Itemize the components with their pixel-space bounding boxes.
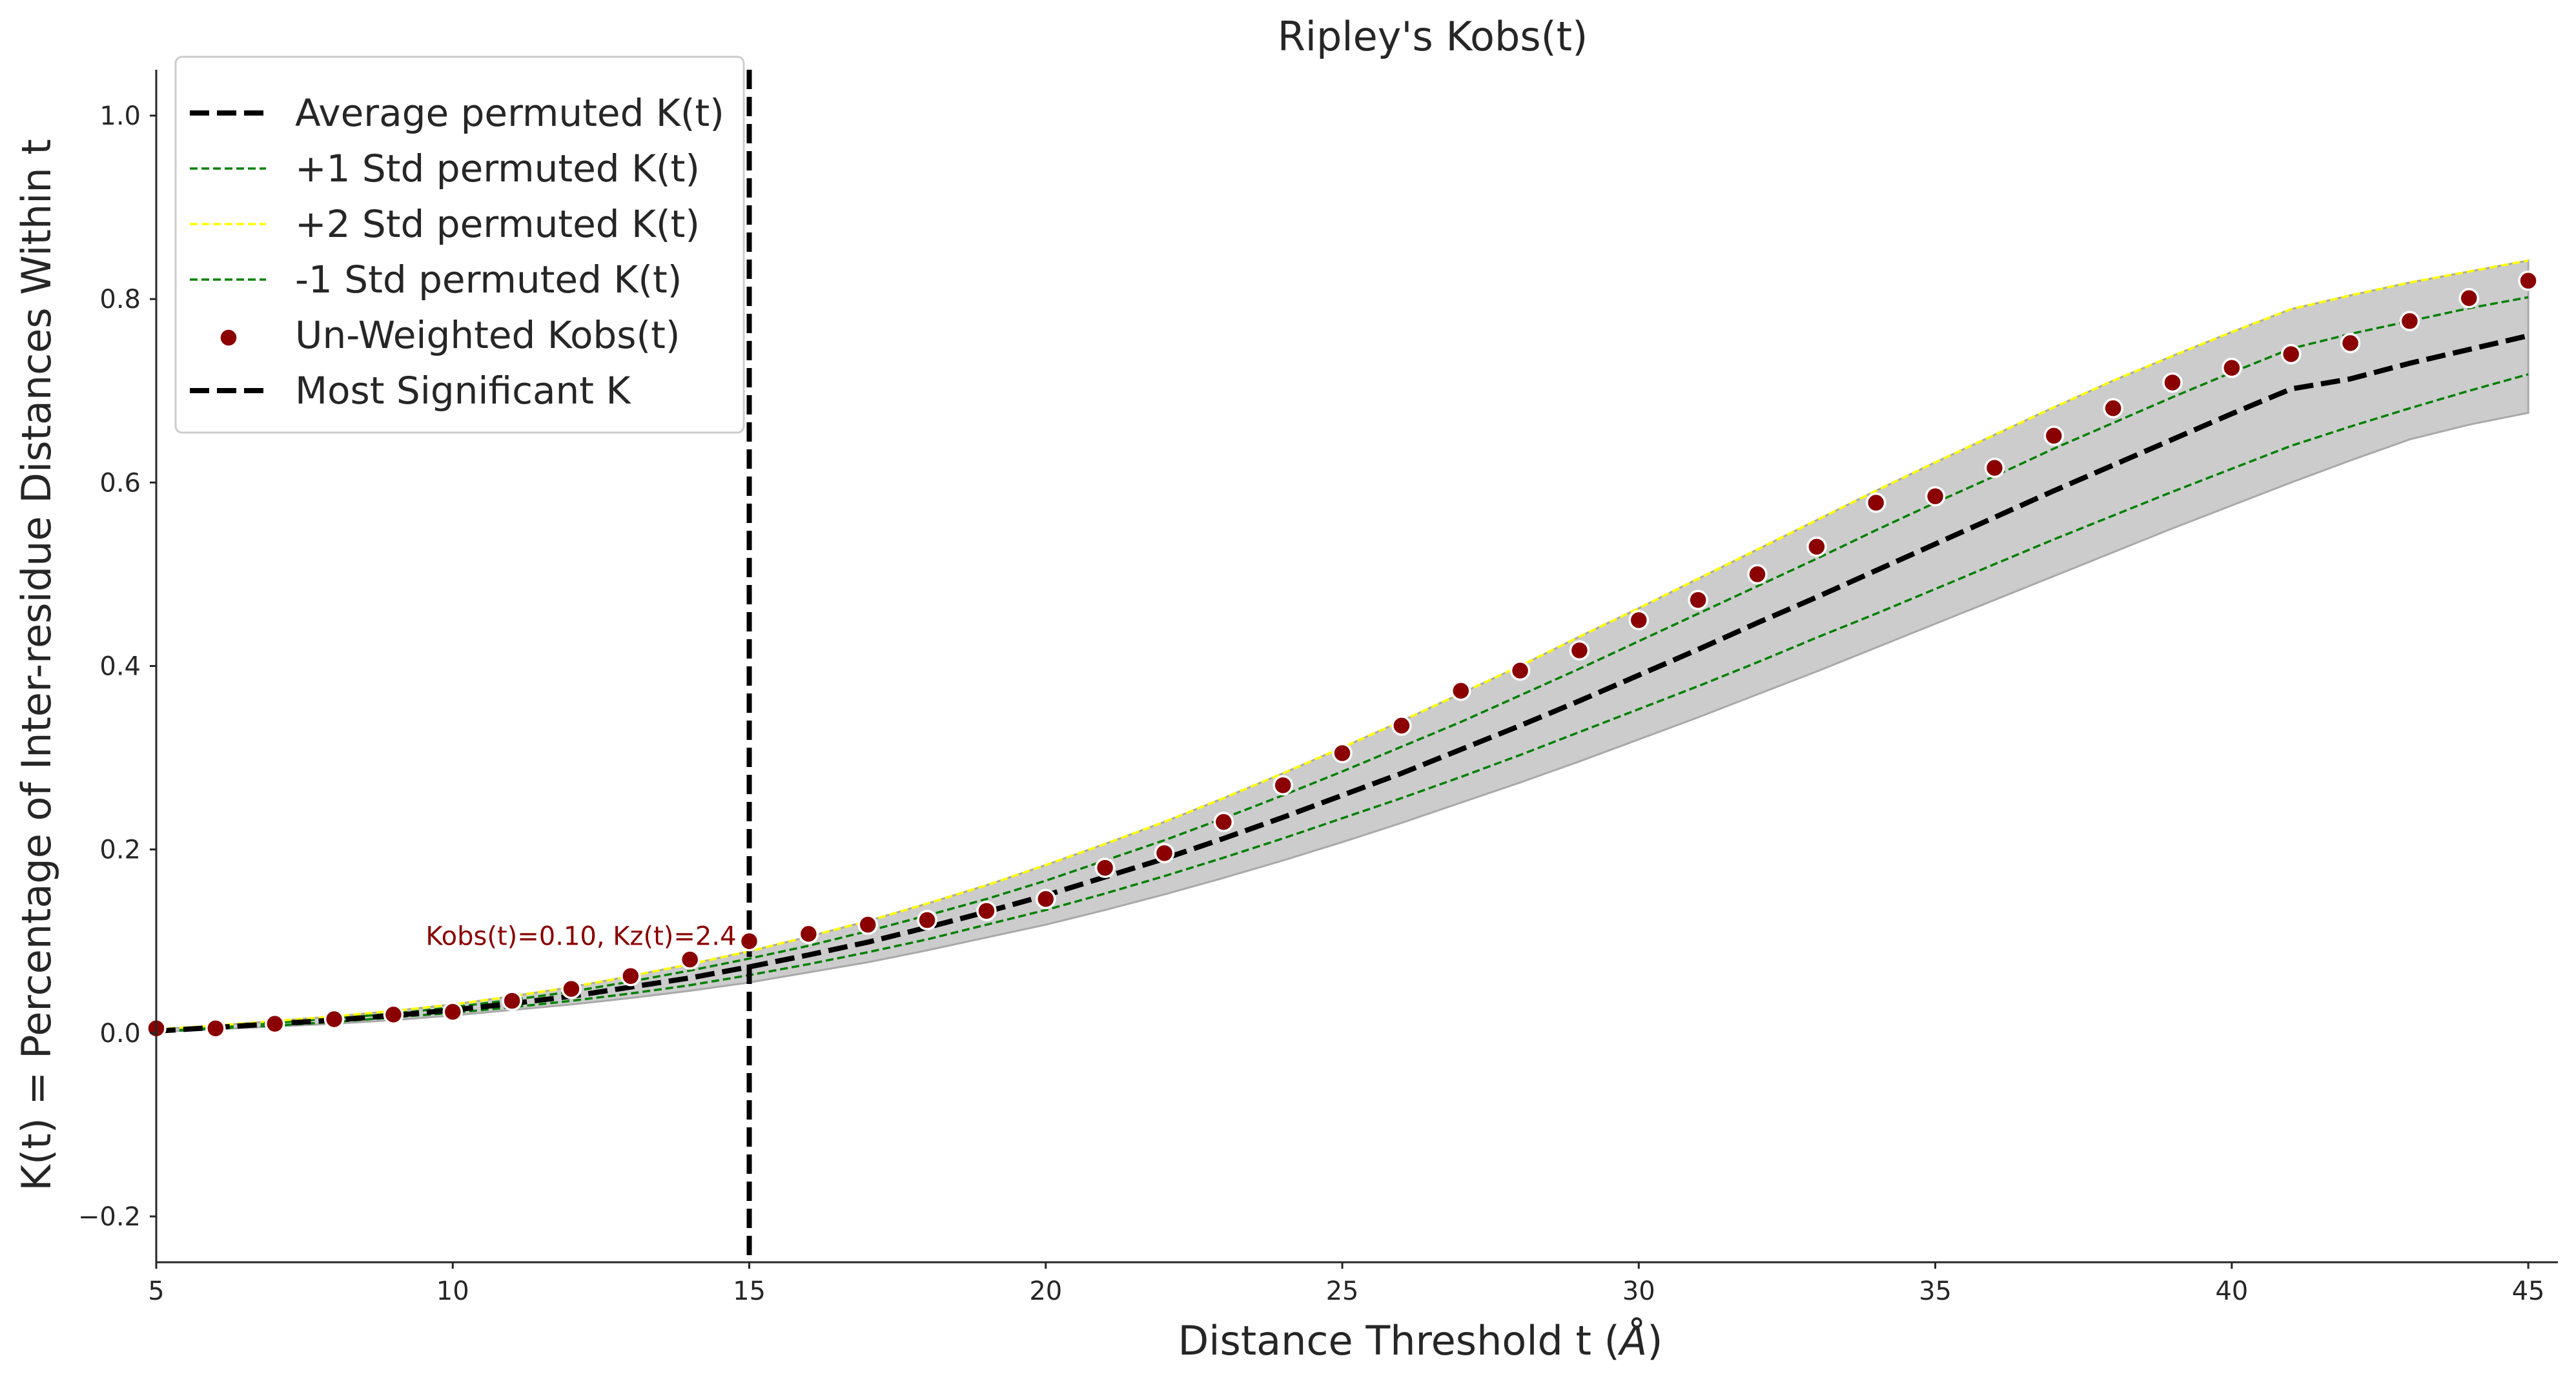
axes: 5 10 15 20 25 30 35 40 45 −0.2 0.0 0.2 0.4 0.6 0.8 1.0 [78, 70, 2558, 1306]
x-tick-label: 20 [1029, 1276, 1062, 1306]
kobs-point [620, 965, 641, 987]
x-tick-label: 30 [1622, 1276, 1655, 1306]
kobs-point [2340, 333, 2361, 354]
kobs-point [1925, 486, 1946, 507]
kobs-point [1806, 537, 1827, 557]
kobs-point [561, 978, 582, 999]
kobs-point [739, 930, 760, 952]
x-axis-label-text: Distance Threshold t [1178, 1317, 1591, 1364]
x-tick-label: 5 [148, 1276, 164, 1306]
kobs-point [442, 1001, 464, 1022]
series-line-3 [156, 373, 2529, 1034]
chart-title: Ripley's Kobs(t) [1278, 13, 1588, 60]
kobs-point [1273, 775, 1293, 795]
y-tick-label: 0.4 [99, 652, 141, 682]
x-tick-label: 15 [733, 1276, 766, 1306]
kobs-point [2458, 288, 2479, 309]
x-axis-label: Distance Threshold t (Å) [1178, 1317, 1663, 1364]
kobs-point [1688, 589, 1708, 610]
kobs-point [1865, 492, 1886, 513]
kobs-point [502, 990, 522, 1011]
kobs-point [1450, 681, 1471, 701]
kobs-point [323, 1009, 345, 1030]
kobs-point [1747, 564, 1768, 585]
x-tick-label: 35 [1919, 1276, 1952, 1306]
kobs-point [2103, 398, 2123, 419]
kobs-point [1628, 610, 1650, 631]
x-tick-label: 25 [1326, 1276, 1359, 1306]
kobs-point [976, 901, 997, 921]
kobs-point [1213, 812, 1234, 832]
kobs-point [205, 1018, 226, 1039]
legend-label: Average permuted K(t) [295, 91, 724, 135]
kobs-point [1036, 888, 1056, 910]
y-tick-label: 0.8 [99, 285, 141, 314]
kobs-point [857, 914, 878, 935]
kobs-point [1984, 457, 2005, 478]
kobs-point [2162, 372, 2183, 393]
kobs-point [2043, 425, 2065, 446]
legend-label: +2 Std permuted K(t) [295, 202, 700, 246]
x-axis-label-open-paren: ( [1591, 1317, 1620, 1364]
kobs-point [1391, 715, 1412, 736]
kobs-point [798, 923, 819, 945]
x-axis-label-unit: Å [1617, 1317, 1647, 1364]
x-axis-label-close-paren: ) [1647, 1317, 1662, 1364]
legend-label: Un-Weighted Kobs(t) [295, 313, 680, 357]
kobs-point [1332, 743, 1353, 764]
kobs-point [383, 1004, 404, 1025]
y-axis-label: K(t) = Percentage of Inter-residue Dista… [13, 139, 60, 1191]
kobs-point [1094, 857, 1116, 878]
kobs-point [264, 1013, 285, 1034]
legend-marker [218, 327, 239, 348]
kobs-point [2222, 358, 2242, 378]
x-tick-label: 45 [2512, 1276, 2545, 1306]
kobs-point [1509, 660, 1531, 681]
x-tick-label: 10 [436, 1276, 469, 1306]
x-tick-label: 40 [2215, 1276, 2248, 1306]
band-layer [155, 259, 2530, 1033]
kobs-point [2399, 311, 2420, 332]
y-tick-label: 0.6 [99, 468, 141, 498]
legend-label: +1 Std permuted K(t) [295, 147, 700, 190]
y-tick-label: 0.2 [99, 835, 141, 865]
legend-label: -1 Std permuted K(t) [295, 258, 682, 302]
legend: Average permuted K(t) +1 Std permuted K(t… [174, 56, 745, 434]
confidence-band [155, 259, 2530, 1033]
legend-label: Most Significant K [295, 369, 631, 413]
y-tick-label: 1.0 [99, 101, 141, 131]
kobs-point [679, 949, 700, 970]
kobs-point [1154, 843, 1175, 864]
kobs-point [2518, 271, 2539, 291]
kobs-point [2280, 343, 2302, 365]
series-line-1 [156, 296, 2529, 1032]
points-layer [146, 271, 2539, 1039]
y-tick-label: −0.2 [78, 1202, 141, 1232]
annotation-label: Kobs(t)=0.10, Kz(t)=2.4 [425, 922, 736, 952]
y-tick-label: 0.0 [99, 1019, 141, 1049]
kobs-point [1569, 640, 1590, 661]
series-line-0 [156, 333, 2530, 1034]
kobs-point [917, 910, 937, 930]
legend-box [174, 56, 745, 434]
